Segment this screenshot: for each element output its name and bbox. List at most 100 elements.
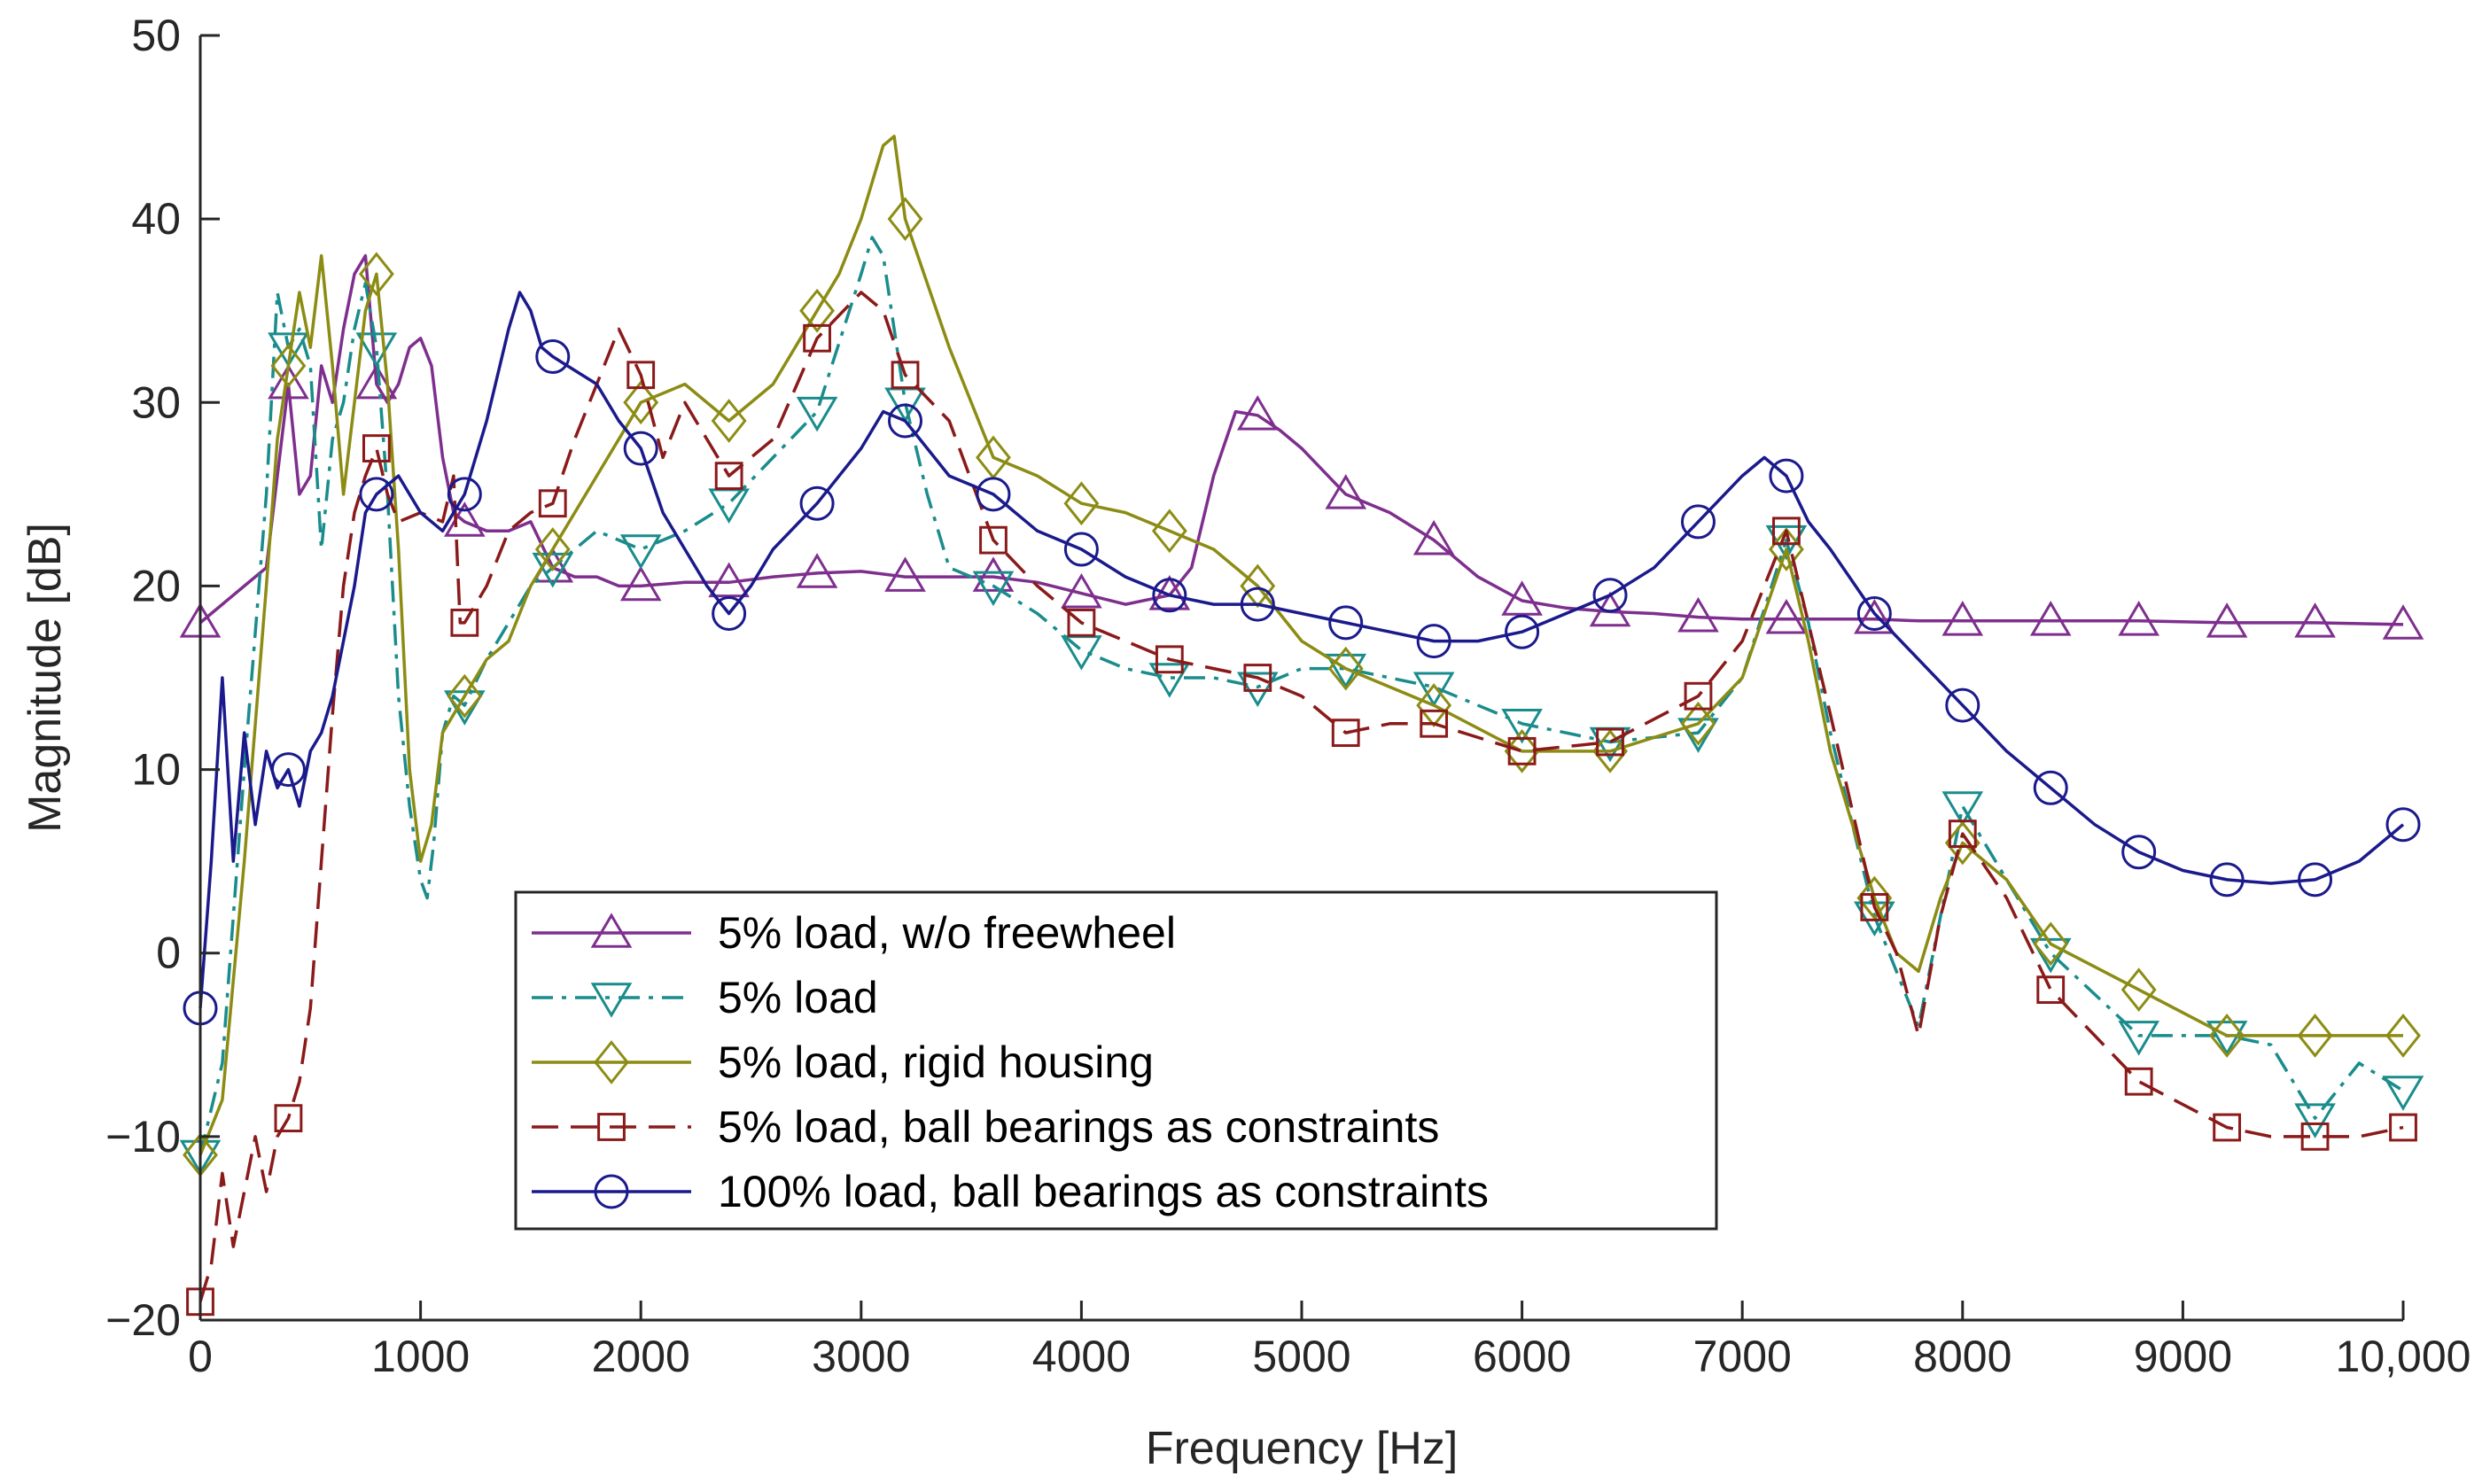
legend-entry: 100% load, ball bearings as constraints: [532, 1167, 1489, 1216]
data-point-marker: [2121, 835, 2157, 870]
data-point-marker: [1420, 709, 1449, 738]
x-tick-label: 5000: [1252, 1332, 1350, 1381]
legend-marker: [597, 1113, 626, 1141]
x-axis-title: Frequency [Hz]: [1146, 1423, 1459, 1474]
data-point-marker: [976, 477, 1011, 512]
data-point-marker: [1596, 727, 1624, 757]
y-ticks: −20 −10 0 10 20 30 40 50: [105, 11, 220, 1345]
data-point-marker: [1325, 474, 1367, 509]
data-point-marker: [358, 252, 394, 297]
y-tick-label: 50: [131, 11, 181, 60]
data-point-marker: [712, 596, 747, 631]
x-tick-label: 7000: [1693, 1332, 1792, 1381]
x-tick-label: 6000: [1473, 1332, 1571, 1381]
data-point-marker: [450, 608, 479, 637]
data-point-marker: [1243, 664, 1272, 692]
data-point-marker: [1327, 646, 1364, 691]
data-point-marker: [623, 431, 658, 466]
data-point-marker: [891, 361, 920, 390]
data-point-marker: [2297, 1014, 2333, 1058]
data-point-marker: [972, 556, 1015, 592]
legend-marker: [594, 1040, 629, 1084]
data-point-marker: [362, 434, 391, 462]
x-tick-label: 1000: [371, 1332, 470, 1381]
data-point-marker: [1945, 688, 1980, 723]
data-point-marker: [1151, 509, 1187, 554]
data-point-marker: [884, 556, 926, 592]
data-point-marker: [1155, 645, 1184, 674]
data-point-marker: [1944, 820, 1980, 866]
x-ticks: 0 1000 2000 3000 4000 5000 6000 7000 8000 9000 10,…: [188, 1301, 2471, 1381]
data-point-marker: [2029, 937, 2072, 974]
series-4: [186, 291, 2417, 1317]
data-point-marker: [979, 525, 1008, 555]
series-line: [198, 253, 2404, 626]
data-point-marker: [799, 486, 835, 521]
data-point-marker: [535, 339, 571, 374]
data-point-marker: [1328, 605, 1364, 641]
data-point-marker: [1412, 672, 1455, 708]
x-tick-label: 10,000: [2336, 1332, 2471, 1381]
legend-box: [514, 890, 1718, 1231]
data-point-marker: [538, 489, 567, 518]
series-line: [198, 236, 2404, 1156]
data-point-marker: [1240, 587, 1275, 622]
series-1: [179, 253, 2424, 640]
x-tick-label: 4000: [1032, 1332, 1131, 1381]
y-tick-label: −10: [105, 1112, 181, 1162]
data-point-marker: [1941, 791, 1984, 827]
data-point-marker: [2118, 1021, 2160, 1056]
legend-entry: 5% load: [532, 973, 878, 1022]
series-layer: [179, 135, 2424, 1317]
data-point-marker: [803, 323, 831, 353]
data-point-marker: [1412, 519, 1455, 556]
legend-entry: 5% load, w/o freewheel: [532, 908, 1176, 958]
data-point-marker: [355, 332, 398, 368]
data-point-marker: [1677, 596, 1719, 633]
data-point-marker: [1067, 608, 1096, 637]
data-point-marker: [2213, 1113, 2242, 1142]
data-point-marker: [2118, 601, 2160, 636]
data-point-marker: [1505, 614, 1540, 649]
data-point-marker: [2385, 807, 2421, 843]
x-tick-label: 2000: [592, 1332, 690, 1381]
data-point-marker: [359, 477, 394, 512]
data-point-marker: [1061, 572, 1102, 609]
series-line: [198, 135, 2403, 1156]
data-point-marker: [2033, 921, 2069, 967]
data-point-marker: [2385, 1014, 2421, 1058]
legend-marker: [590, 983, 633, 1018]
x-tick-label: 8000: [1913, 1332, 2011, 1381]
data-point-marker: [1684, 681, 1713, 711]
data-point-marker: [2206, 602, 2248, 638]
data-point-marker: [2124, 1067, 2153, 1096]
data-point-marker: [888, 403, 923, 439]
data-point-marker: [972, 571, 1015, 607]
data-point-marker: [1677, 718, 1719, 753]
y-tick-label: 10: [131, 745, 181, 795]
data-point-marker: [532, 552, 574, 588]
data-point-marker: [1592, 578, 1628, 613]
data-point-marker: [1680, 701, 1716, 746]
series-5: [183, 291, 2421, 1026]
data-point-marker: [1592, 728, 1628, 773]
data-point-marker: [2389, 1113, 2417, 1142]
data-point-marker: [2029, 601, 2072, 636]
legend-marker: [594, 1174, 629, 1209]
legend-entry: 5% load, ball bearings as constraints: [532, 1102, 1439, 1152]
x-tick-label: 0: [188, 1332, 213, 1381]
data-point-marker: [1948, 820, 1977, 848]
data-point-marker: [1504, 728, 1540, 773]
y-tick-label: 0: [156, 928, 181, 978]
legend-entry: 5% load, rigid housing: [532, 1037, 1154, 1087]
axes: 0 1000 2000 3000 4000 5000 6000 7000 8000 9000 10,…: [105, 11, 2471, 1381]
x-tick-label: 9000: [2134, 1332, 2232, 1381]
data-point-marker: [2382, 1076, 2424, 1111]
data-point-marker: [2382, 604, 2424, 640]
data-point-marker: [626, 361, 656, 390]
data-point-marker: [1856, 596, 1892, 631]
data-point-marker: [447, 673, 483, 719]
data-point-marker: [1854, 598, 1895, 634]
data-point-marker: [1331, 719, 1360, 748]
